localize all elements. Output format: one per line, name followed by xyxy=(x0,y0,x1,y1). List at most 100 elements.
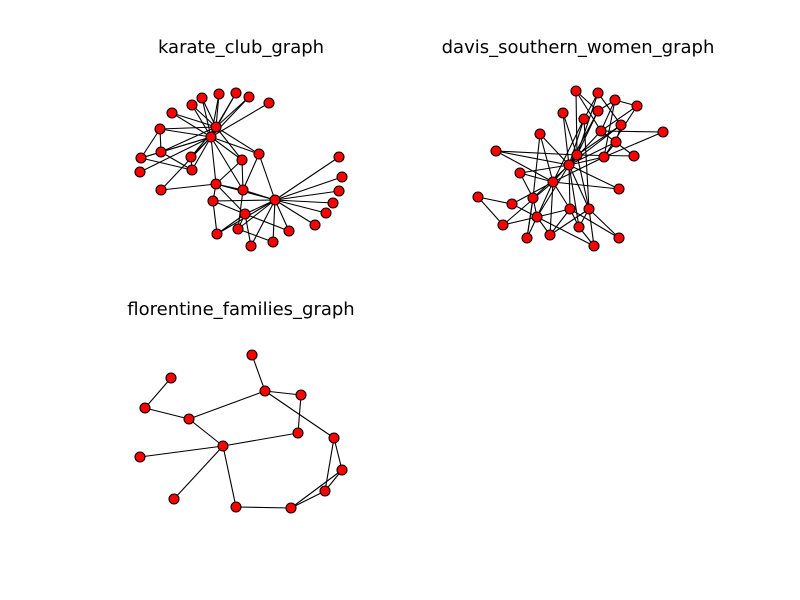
graph-node xyxy=(259,385,271,397)
graph-edge xyxy=(477,196,504,226)
edge-group xyxy=(139,354,343,509)
graph-edge xyxy=(588,208,620,239)
graph-node xyxy=(186,99,198,111)
graph-edge xyxy=(215,96,250,128)
graph-node xyxy=(472,191,484,203)
graph-node xyxy=(613,183,625,195)
graph-node xyxy=(213,88,225,100)
graph-node xyxy=(246,349,258,361)
graph-node xyxy=(232,223,244,235)
graph-node xyxy=(134,166,146,178)
graph-node xyxy=(557,107,569,119)
graph-edge xyxy=(552,118,585,183)
graph-node xyxy=(205,131,217,143)
graph-edge xyxy=(576,154,590,210)
graph-node xyxy=(230,501,242,513)
graph-edge xyxy=(274,199,334,204)
graph-edge xyxy=(569,208,620,239)
graph-edge xyxy=(251,354,266,392)
graph-node xyxy=(210,121,222,133)
graph-edge xyxy=(600,130,664,133)
graph-node xyxy=(547,176,559,188)
graph-edge xyxy=(188,390,266,420)
graph-edge xyxy=(222,445,237,508)
graph-node xyxy=(595,125,607,137)
graph-node xyxy=(211,228,223,240)
graph-node xyxy=(497,219,509,231)
graph-edge xyxy=(188,418,224,447)
graph-node xyxy=(243,91,255,103)
graph-edge xyxy=(244,213,290,232)
graph-node xyxy=(217,440,229,452)
graph-edge xyxy=(568,164,590,210)
graph-edge xyxy=(562,112,570,166)
graph-edge xyxy=(160,136,212,153)
graph-edge xyxy=(532,133,541,199)
graph-edge xyxy=(210,136,243,161)
node-group xyxy=(472,85,669,252)
graph-node xyxy=(570,85,582,97)
graph-edge xyxy=(212,199,276,202)
graph-node xyxy=(155,146,167,158)
graph-node xyxy=(336,171,348,183)
graph-node xyxy=(564,203,576,215)
graph-node xyxy=(207,195,219,207)
graph-edge xyxy=(549,208,590,236)
graph-node xyxy=(506,198,518,210)
graph-edge xyxy=(191,104,212,138)
graph-edge xyxy=(274,199,316,226)
graph-node xyxy=(309,219,321,231)
panel-title-karate-club: karate_club_graph xyxy=(158,37,324,58)
graph-edge xyxy=(536,216,595,247)
graph-edge xyxy=(160,126,217,153)
graph-edge xyxy=(568,141,617,166)
graph-node xyxy=(237,184,249,196)
graph-edge xyxy=(274,176,343,201)
graph-node xyxy=(210,178,222,190)
graph-edge xyxy=(144,377,172,409)
graph-edge xyxy=(536,181,554,218)
graph-edge xyxy=(237,228,274,243)
graph-edge xyxy=(140,128,161,159)
graph-node xyxy=(521,232,533,244)
graph-node xyxy=(598,151,610,163)
graph-node xyxy=(135,152,147,164)
graph-edge xyxy=(210,136,260,155)
graph-edge xyxy=(160,183,217,191)
graph-edge xyxy=(495,150,554,183)
graph-edge xyxy=(173,445,224,500)
graph-edge xyxy=(495,150,578,156)
graph-edge xyxy=(477,196,513,205)
node-group xyxy=(134,87,348,252)
graph-edge xyxy=(242,153,260,191)
graph-node xyxy=(269,194,281,206)
graph-edge xyxy=(258,153,276,201)
panel-title-davis-southern-women: davis_southern_women_graph xyxy=(442,37,715,58)
node-group xyxy=(134,349,348,514)
graph-node xyxy=(531,211,543,223)
graph-edge xyxy=(159,126,217,130)
graph-node xyxy=(186,164,198,176)
graph-node xyxy=(333,151,345,163)
graph-node xyxy=(155,184,167,196)
graph-node xyxy=(610,136,622,148)
graph-edge xyxy=(600,99,616,132)
graph-edge xyxy=(324,437,335,492)
graph-edge xyxy=(210,102,270,138)
graph-edge xyxy=(250,199,276,247)
graph-edge xyxy=(144,407,190,420)
graph-node xyxy=(320,207,332,219)
graph-edge xyxy=(519,164,570,174)
graph-node xyxy=(592,87,604,99)
graph-edge xyxy=(242,189,276,201)
graph-edge xyxy=(171,112,212,138)
graph-node xyxy=(283,225,295,237)
graph-edge xyxy=(264,390,302,396)
graph-node xyxy=(333,185,345,197)
graph-edge xyxy=(274,190,340,201)
graph-node xyxy=(613,232,625,244)
graph-node xyxy=(285,502,297,514)
graph-node xyxy=(544,229,556,241)
panel-karate-club: karate_club_graph xyxy=(134,37,348,252)
